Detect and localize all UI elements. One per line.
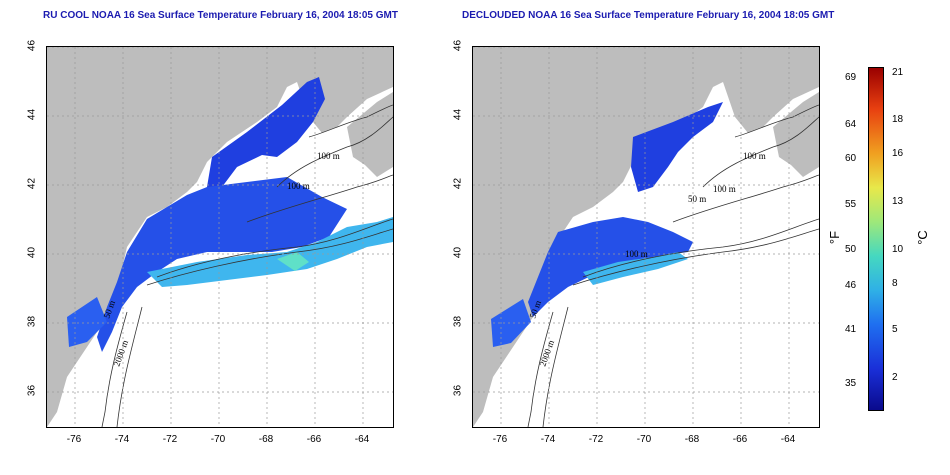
right-contour-label-2000m: 2000 m (537, 339, 556, 368)
right-x-tick-68: -68 (684, 434, 700, 445)
left-y-tick-46: 46 (26, 39, 38, 52)
left-y-tick-42: 42 (26, 177, 38, 190)
left-y-tick-40: 40 (26, 246, 38, 259)
left-contour-label-100m-b: 100 m (287, 181, 310, 191)
right-x-tick-74: -74 (540, 434, 556, 445)
left-land-novascotia (347, 92, 393, 177)
right-map-svg: 100 m 50 m 100 m 100 m 50 m 2000 m (473, 47, 819, 427)
colorbar-f-41: 41 (845, 324, 857, 335)
colorbar-f-64: 64 (845, 119, 857, 130)
right-contours (527, 104, 819, 427)
colorbar-f-35: 35 (845, 378, 857, 389)
colorbar-c-16: 16 (892, 148, 904, 159)
right-y-tick-40: 40 (452, 246, 464, 259)
colorbar-f-46: 46 (845, 280, 857, 291)
left-x-tick-64: -64 (354, 434, 370, 445)
colorbar-f-69: 69 (845, 72, 857, 83)
right-y-tick-36: 36 (452, 384, 464, 397)
right-y-tick-46: 46 (452, 39, 464, 52)
left-water-shelf (97, 177, 347, 352)
right-water-long-island (491, 299, 531, 347)
colorbar-f-55: 55 (845, 199, 857, 210)
right-y-tick-38: 38 (452, 315, 464, 328)
colorbar-c-13: 13 (892, 196, 904, 207)
colorbar-f-50: 50 (845, 244, 857, 255)
left-x-tick-66: -66 (306, 434, 322, 445)
left-map-svg: 100 m 100 m 50 m 2000 m (47, 47, 393, 427)
right-contour-label-50m-a: 50 m (688, 194, 706, 204)
right-grid (473, 47, 819, 427)
left-x-tick-70: -70 (210, 434, 226, 445)
left-grid (47, 47, 393, 427)
colorbar-c-10: 10 (892, 244, 904, 255)
right-x-tick-64: -64 (780, 434, 796, 445)
left-water-warm-edge (147, 217, 393, 287)
left-map-title: RU COOL NOAA 16 Sea Surface Temperature … (43, 10, 398, 21)
left-water-cyan-patch (277, 252, 309, 271)
right-map-title: DECLOUDED NOAA 16 Sea Surface Temperatur… (462, 10, 835, 21)
left-water-long-island (67, 297, 107, 347)
right-x-tick-70: -70 (636, 434, 652, 445)
fahrenheit-unit-label: °F (827, 230, 843, 245)
right-contour-label-100m-c: 100 m (625, 249, 648, 259)
right-contour-label-100m-a: 100 m (743, 151, 766, 161)
left-contour-label-2000m: 2000 m (111, 339, 130, 368)
left-land-mainland (47, 47, 393, 427)
colorbar-c-18: 18 (892, 114, 904, 125)
left-x-tick-76: -76 (66, 434, 82, 445)
right-land-mainland (473, 47, 819, 427)
left-y-tick-38: 38 (26, 315, 38, 328)
colorbar-c-5: 5 (892, 324, 898, 335)
right-x-tick-76: -76 (492, 434, 508, 445)
temperature-colorbar (868, 67, 884, 411)
left-y-tick-36: 36 (26, 384, 38, 397)
left-y-tick-44: 44 (26, 108, 38, 121)
right-x-tick-72: -72 (588, 434, 604, 445)
right-land-novascotia (773, 92, 819, 177)
colorbar-c-8: 8 (892, 278, 898, 289)
left-map-panel[interactable]: 100 m 100 m 50 m 2000 m (46, 46, 394, 428)
right-x-tick-66: -66 (732, 434, 748, 445)
right-contour-label-100m-b: 100 m (713, 184, 736, 194)
celsius-unit-label: °C (914, 230, 930, 245)
left-contours (101, 104, 393, 427)
colorbar-c-2: 2 (892, 372, 898, 383)
left-x-tick-68: -68 (258, 434, 274, 445)
colorbar-f-60: 60 (845, 153, 857, 164)
colorbar-c-21: 21 (892, 67, 904, 78)
left-x-tick-72: -72 (162, 434, 178, 445)
left-contour-label-100m-a: 100 m (317, 151, 340, 161)
right-water-warm-edge (583, 252, 688, 285)
right-water-gulf-of-maine (631, 102, 723, 192)
left-x-tick-74: -74 (114, 434, 130, 445)
right-y-tick-44: 44 (452, 108, 464, 121)
right-map-panel[interactable]: 100 m 50 m 100 m 100 m 50 m 2000 m (472, 46, 820, 428)
right-y-tick-42: 42 (452, 177, 464, 190)
left-water-gulf-of-maine (207, 77, 325, 187)
